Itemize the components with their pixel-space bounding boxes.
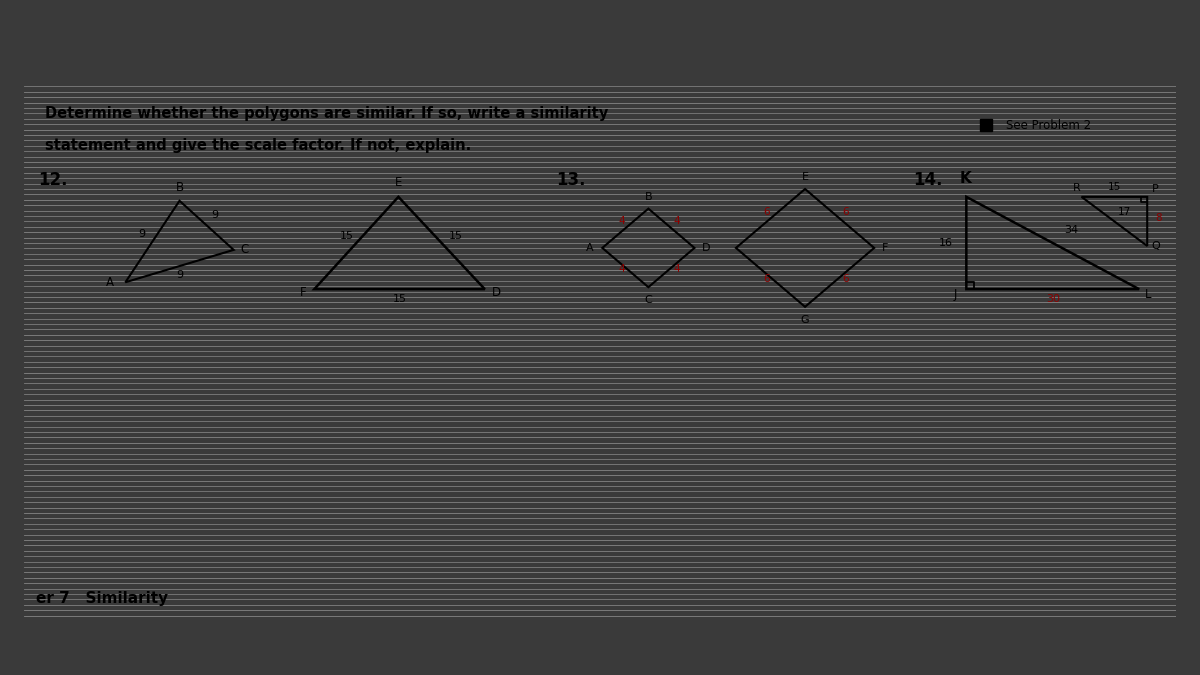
Text: E: E: [395, 176, 402, 189]
Text: 15: 15: [449, 231, 462, 241]
Text: C: C: [644, 295, 653, 305]
Text: K: K: [960, 171, 971, 186]
Text: 12.: 12.: [38, 171, 67, 189]
Text: L: L: [1145, 288, 1151, 301]
Text: See Problem 2: See Problem 2: [1006, 119, 1091, 132]
Text: 9: 9: [176, 270, 184, 280]
Text: 6: 6: [842, 207, 848, 217]
Text: D: D: [492, 286, 500, 299]
Text: G: G: [800, 315, 809, 325]
Text: 6: 6: [763, 274, 770, 284]
Text: B: B: [175, 181, 184, 194]
Text: A: A: [586, 243, 593, 253]
Text: A: A: [106, 276, 114, 289]
Text: 6: 6: [842, 274, 848, 284]
Text: E: E: [802, 172, 809, 182]
Text: 4: 4: [618, 217, 625, 226]
Text: 15: 15: [341, 231, 354, 241]
Text: statement and give the scale factor. If not, explain.: statement and give the scale factor. If …: [44, 138, 470, 153]
Text: 4: 4: [673, 265, 680, 275]
Text: 14.: 14.: [913, 171, 943, 189]
Text: 15: 15: [392, 294, 407, 304]
Text: F: F: [300, 286, 306, 299]
Text: 15: 15: [1108, 182, 1121, 192]
Text: 4: 4: [618, 265, 625, 275]
Text: F: F: [882, 243, 889, 253]
Text: 9: 9: [211, 211, 218, 221]
Text: C: C: [240, 244, 248, 256]
Text: 4: 4: [673, 217, 680, 226]
Text: 30: 30: [1045, 294, 1060, 304]
Text: 16: 16: [938, 238, 953, 248]
Text: 8: 8: [1156, 213, 1162, 223]
Text: J: J: [954, 288, 958, 301]
Text: D: D: [701, 243, 710, 253]
Text: B: B: [644, 192, 652, 202]
Text: Q: Q: [1152, 241, 1160, 251]
Text: 17: 17: [1118, 207, 1132, 217]
Text: 6: 6: [763, 207, 770, 217]
Text: 34: 34: [1064, 225, 1079, 235]
Text: 9: 9: [139, 229, 145, 239]
Text: 13.: 13.: [557, 171, 586, 189]
Text: R: R: [1073, 183, 1081, 193]
Text: P: P: [1152, 184, 1158, 194]
Text: er 7   Similarity: er 7 Similarity: [36, 591, 168, 606]
Text: Determine whether the polygons are similar. If so, write a similarity: Determine whether the polygons are simil…: [44, 105, 608, 121]
